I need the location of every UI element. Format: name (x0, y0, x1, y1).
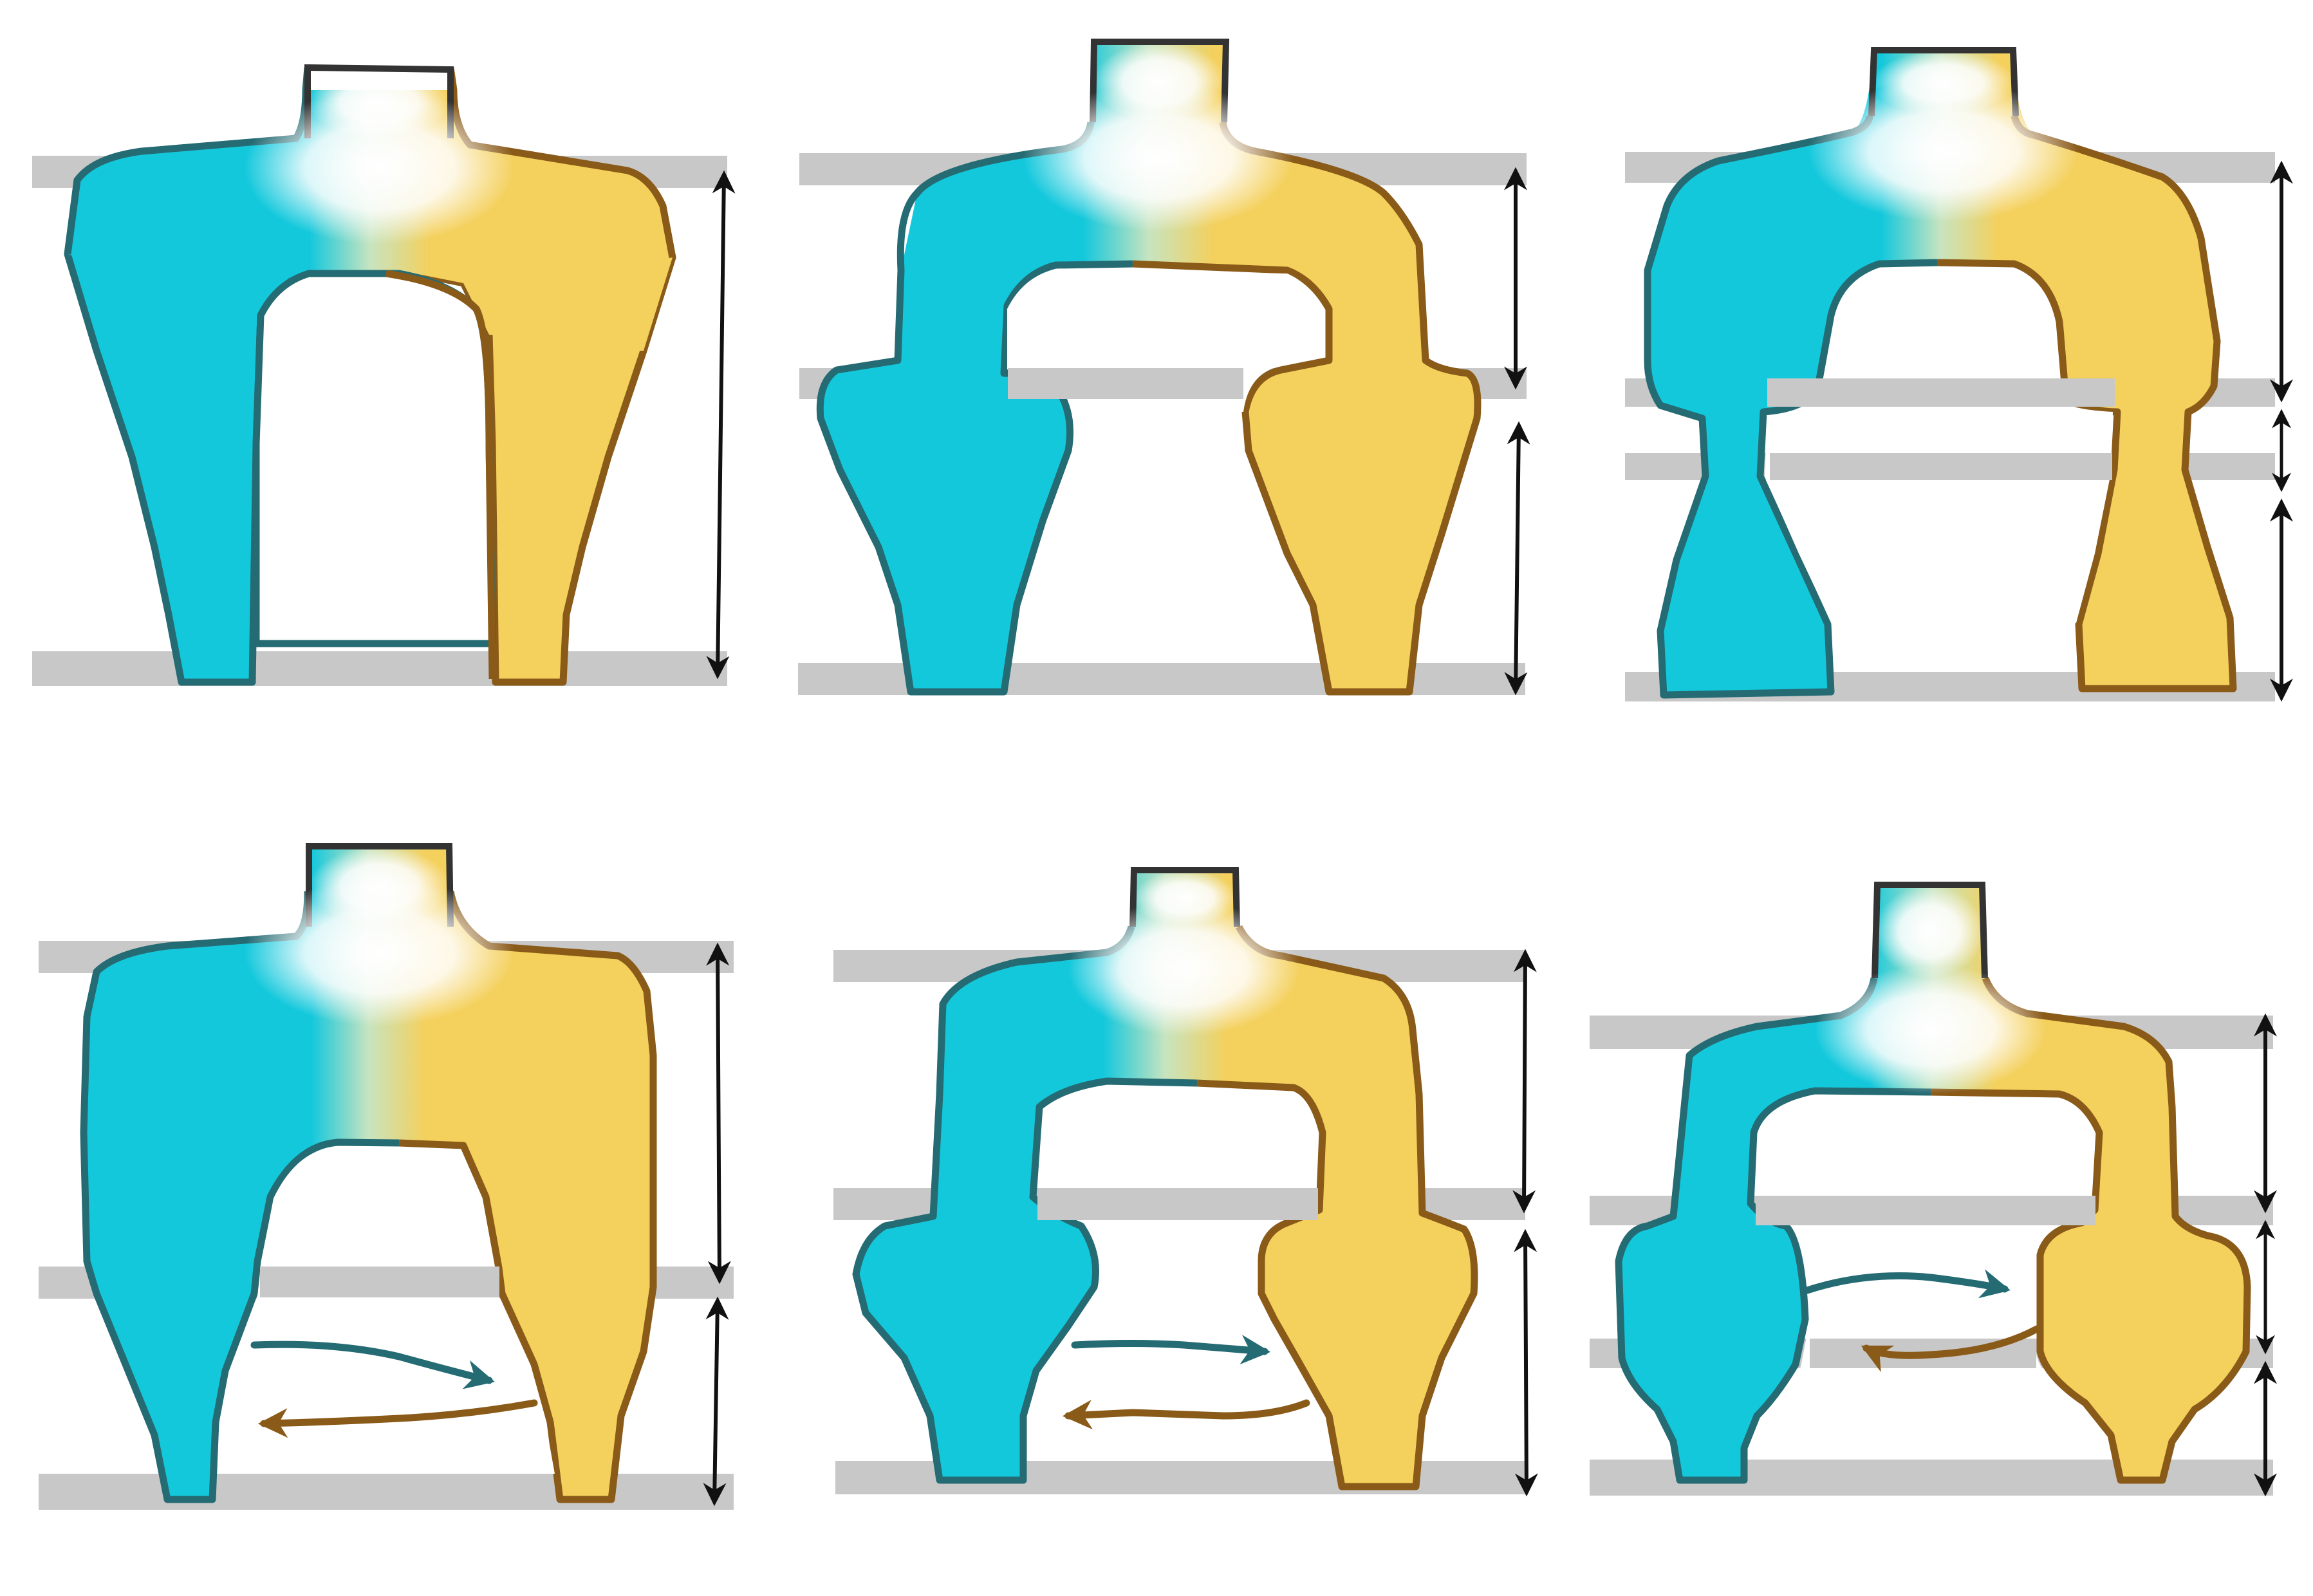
panel-bottom-2 (833, 867, 1538, 1497)
arch-body (856, 869, 1474, 1487)
exchange-arrow-cyan (1071, 1335, 1271, 1365)
panel-bottom-3 (1590, 882, 2277, 1497)
inner-arch-outline-yellow (386, 270, 496, 680)
inner-white (1765, 269, 2113, 623)
mix-glow (245, 90, 515, 245)
panel-top-2 (798, 39, 1530, 696)
panel-top-1 (32, 64, 736, 686)
inner-arch-outline (252, 270, 496, 647)
inner-white-band (1770, 453, 2112, 480)
yellow-outline (1132, 121, 1482, 696)
dimension-arrow-lower (1504, 421, 1530, 696)
mix-glow (1023, 84, 1294, 232)
yellow-outline (1930, 976, 2251, 1484)
dimension-arrow-lower (1514, 1229, 1538, 1497)
dimension-arrow-upper (1512, 949, 1537, 1214)
exchange-arrow-cyan (250, 1341, 495, 1389)
mix-glow (1068, 901, 1300, 1036)
exchange-arrow-cyan (1803, 1269, 2011, 1299)
inner-white (219, 1147, 555, 1474)
mix-glow (245, 878, 515, 1026)
inner-white-band (1767, 378, 2115, 407)
inner-white-band (1756, 1196, 2095, 1225)
dimension-arrow-upper (706, 942, 731, 1285)
mix-glow (1815, 965, 2047, 1094)
inner-white-band (1037, 1188, 1318, 1220)
inner-white (1028, 1086, 1331, 1461)
exchange-arrow-yellow (257, 1399, 538, 1438)
band (32, 651, 727, 686)
arch-body (1648, 51, 2233, 695)
cyan-outline (852, 925, 1198, 1484)
exchange-arrow-yellow (1861, 1325, 2041, 1373)
arch-body (820, 42, 1478, 692)
arch-body (1619, 885, 2247, 1480)
exchange-arrow-yellow (1062, 1399, 1310, 1430)
mix-glow (1808, 80, 2079, 222)
panel-top-3 (1625, 47, 2293, 702)
dimension-arrow (706, 170, 736, 680)
band (39, 1474, 734, 1510)
panel-bottom-1 (39, 843, 734, 1510)
inner-white-band (1008, 368, 1243, 399)
dimension-arrow-lower (703, 1296, 729, 1507)
inner-white-band (260, 1267, 499, 1297)
arch-body (84, 844, 653, 1499)
neck (1872, 882, 1988, 979)
